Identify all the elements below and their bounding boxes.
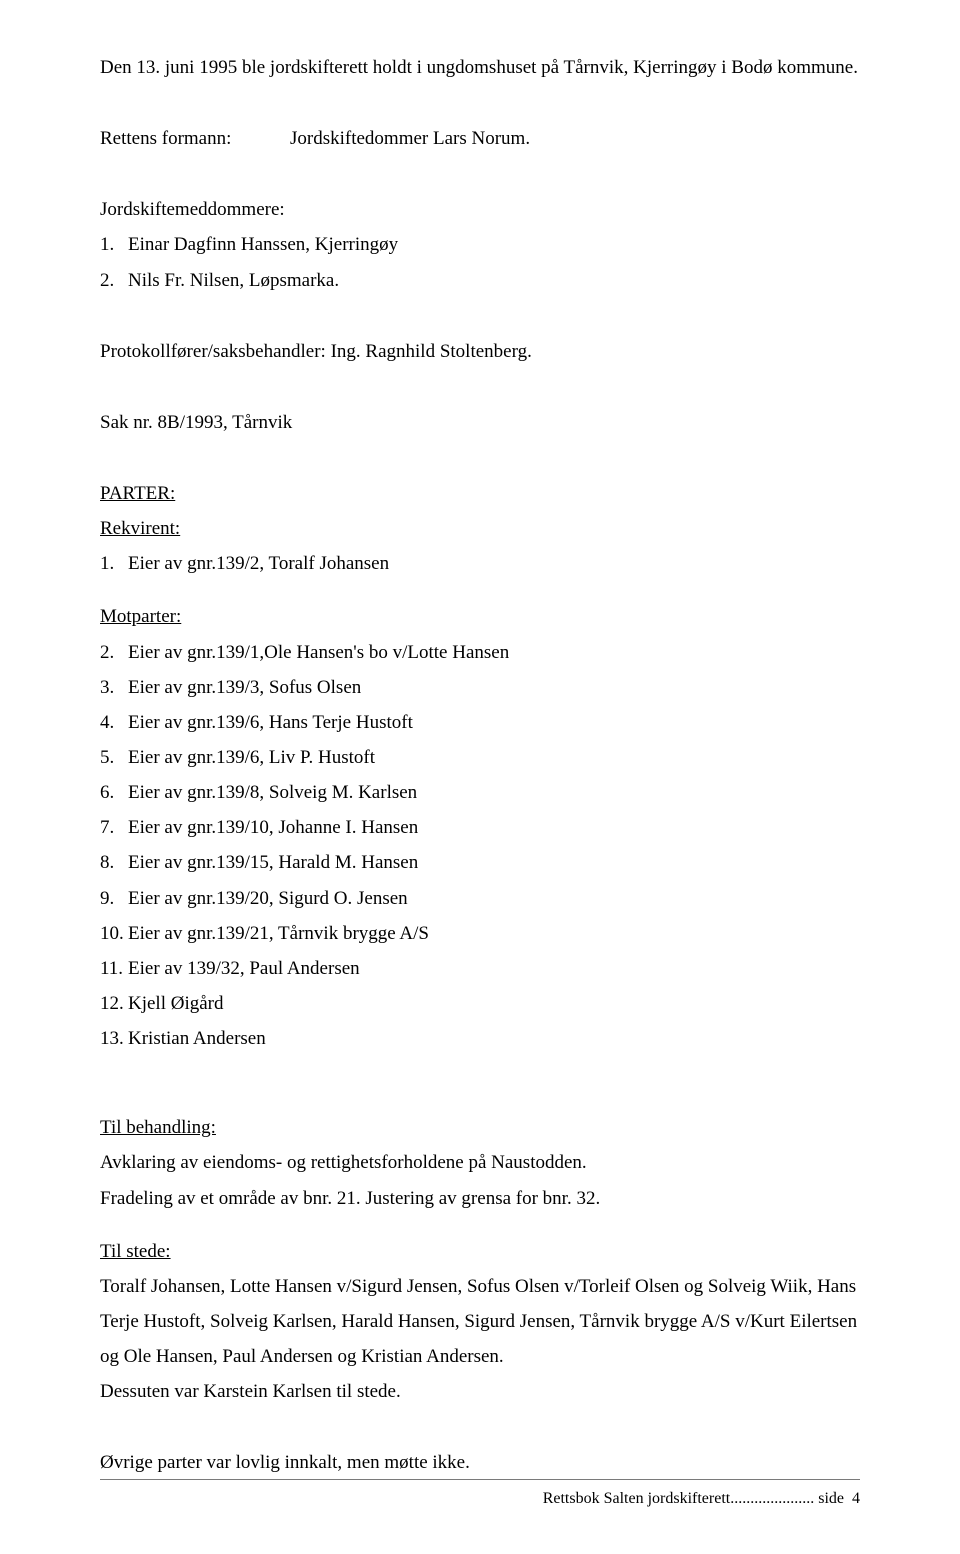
list-item: 4.Eier av gnr.139/6, Hans Terje Hustoft xyxy=(100,705,860,740)
motparter-list: 2.Eier av gnr.139/1,Ole Hansen's bo v/Lo… xyxy=(100,635,860,1057)
stede-label: Til stede: xyxy=(100,1234,860,1269)
ovrige-text: Øvrige parter var lovlig innkalt, men mø… xyxy=(100,1445,860,1480)
list-item: 2.Eier av gnr.139/1,Ole Hansen's bo v/Lo… xyxy=(100,635,860,670)
list-item: 6.Eier av gnr.139/8, Solveig M. Karlsen xyxy=(100,775,860,810)
list-item: 9.Eier av gnr.139/20, Sigurd O. Jensen xyxy=(100,881,860,916)
footer-dots: ..................... xyxy=(730,1490,814,1507)
list-item: 1.Eier av gnr.139/2, Toralf Johansen xyxy=(100,546,860,581)
list-item: 10.Eier av gnr.139/21, Tårnvik brygge A/… xyxy=(100,916,860,951)
footer-text: Rettsbok Salten jordskifterett xyxy=(543,1490,731,1507)
formann-line: Rettens formann: Jordskiftedommer Lars N… xyxy=(100,121,860,156)
list-item: 11.Eier av 139/32, Paul Andersen xyxy=(100,951,860,986)
motparter-label: Motparter: xyxy=(100,599,860,634)
meddommere-label: Jordskiftemeddommere: xyxy=(100,192,860,227)
stede-text: Toralf Johansen, Lotte Hansen v/Sigurd J… xyxy=(100,1269,860,1374)
footer-suffix: side xyxy=(814,1490,844,1507)
behandling-text1: Avklaring av eiendoms- og rettighetsforh… xyxy=(100,1145,860,1180)
page-number: 4 xyxy=(852,1490,860,1507)
list-item: 1.Einar Dagfinn Hanssen, Kjerringøy xyxy=(100,227,860,262)
behandling-label: Til behandling: xyxy=(100,1110,860,1145)
stede-text2: Dessuten var Karstein Karlsen til stede. xyxy=(100,1374,860,1409)
behandling-text2: Fradeling av et område av bnr. 21. Juste… xyxy=(100,1181,860,1216)
parter-heading: PARTER: xyxy=(100,476,860,511)
list-item: 7.Eier av gnr.139/10, Johanne I. Hansen xyxy=(100,810,860,845)
list-item: 12.Kjell Øigård xyxy=(100,986,860,1021)
footer-rule xyxy=(100,1479,860,1480)
intro-text: Den 13. juni 1995 ble jordskifterett hol… xyxy=(100,50,860,85)
list-item: 13.Kristian Andersen xyxy=(100,1021,860,1056)
formann-label: Rettens formann: xyxy=(100,121,290,156)
page-footer: Rettsbok Salten jordskifterett..........… xyxy=(100,1479,860,1514)
list-item: 8.Eier av gnr.139/15, Harald M. Hansen xyxy=(100,845,860,880)
protokoll-text: Protokollfører/saksbehandler: Ing. Ragnh… xyxy=(100,334,860,369)
rekvirent-list: 1.Eier av gnr.139/2, Toralf Johansen xyxy=(100,546,860,581)
meddommere-list: 1.Einar Dagfinn Hanssen, Kjerringøy 2.Ni… xyxy=(100,227,860,297)
saknr-text: Sak nr. 8B/1993, Tårnvik xyxy=(100,405,860,440)
list-item: 5.Eier av gnr.139/6, Liv P. Hustoft xyxy=(100,740,860,775)
list-item: 2.Nils Fr. Nilsen, Løpsmarka. xyxy=(100,263,860,298)
rekvirent-label: Rekvirent: xyxy=(100,511,860,546)
list-item: 3.Eier av gnr.139/3, Sofus Olsen xyxy=(100,670,860,705)
formann-value: Jordskiftedommer Lars Norum. xyxy=(290,121,530,156)
